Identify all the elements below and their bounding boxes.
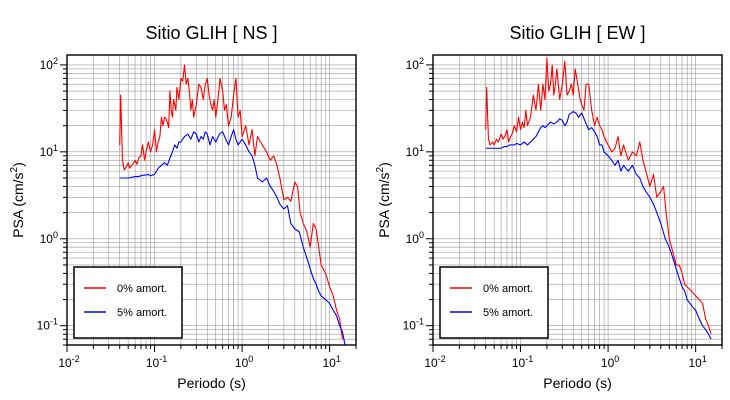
- y-tick-label: 101: [406, 143, 424, 159]
- chart-title: Sitio GLIH [ NS ]: [145, 23, 277, 43]
- series-group: [485, 57, 712, 340]
- plot-frame: [432, 54, 723, 346]
- x-tick-label: 10-2: [424, 354, 445, 370]
- y-tick-label: 100: [406, 230, 424, 246]
- legend-label: 0% amort.: [483, 283, 533, 295]
- x-tick-label: 10-1: [146, 354, 167, 370]
- y-tick-label: 101: [40, 143, 58, 159]
- chart-panel-2: 10-2 10-1 100 101 10-1 100 101 102 Sitio GLIH [ …: [375, 23, 723, 391]
- x-axis-label: Periodo (s): [543, 375, 611, 391]
- legend-label: 0% amort.: [117, 283, 167, 295]
- y-tick-label: 10-1: [403, 317, 424, 333]
- series-group: [119, 64, 346, 345]
- y-tick-label: 102: [40, 56, 58, 72]
- x-tick-label: 10-1: [512, 354, 533, 370]
- x-tick-label: 100: [235, 354, 253, 370]
- y-axis-label: PSA (cm/s2): [375, 162, 392, 238]
- y-axis-label: PSA (cm/s2): [9, 162, 26, 238]
- chart-title: Sitio GLIH [ EW ]: [509, 23, 645, 43]
- series-line-undamped: [485, 57, 712, 335]
- plot-frame: [66, 54, 357, 346]
- series-line-undamped: [119, 64, 343, 340]
- legend-label: 5% amort.: [483, 307, 533, 319]
- y-tick-label: 100: [40, 230, 58, 246]
- series-line-damped: [485, 111, 712, 340]
- grid: [67, 55, 356, 345]
- x-tick-label: 100: [601, 354, 619, 370]
- legend: 0% amort. 5% amort.: [439, 266, 549, 339]
- x-axis-label: Periodo (s): [177, 375, 245, 391]
- legend: 0% amort. 5% amort.: [73, 266, 183, 339]
- x-tick-label: 101: [688, 354, 706, 370]
- y-tick-label: 102: [406, 56, 424, 72]
- series-line-damped: [119, 129, 346, 345]
- legend-box: [439, 266, 549, 339]
- legend-box: [73, 266, 183, 339]
- chart-panel-1: 10-2 10-1 100 101 10-1 100 101 102 Sitio GLIH [ …: [9, 23, 357, 391]
- x-tick-label: 10-2: [58, 354, 79, 370]
- legend-label: 5% amort.: [117, 307, 167, 319]
- y-tick-label: 10-1: [37, 317, 58, 333]
- x-tick-label: 101: [322, 354, 340, 370]
